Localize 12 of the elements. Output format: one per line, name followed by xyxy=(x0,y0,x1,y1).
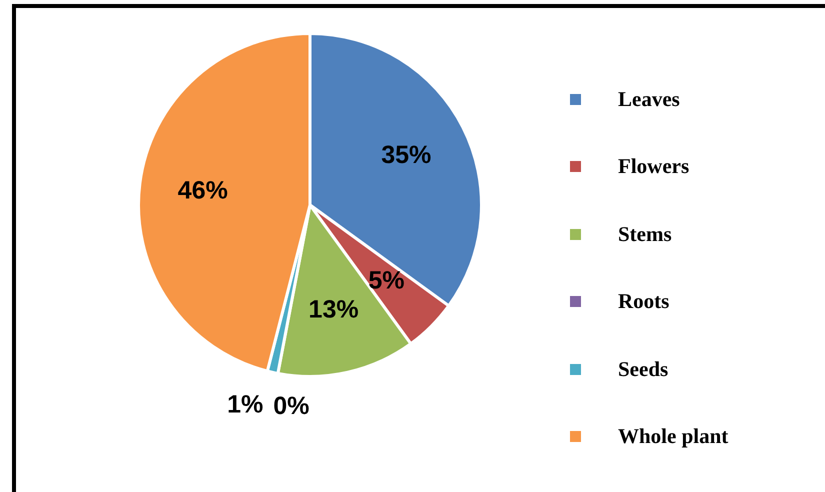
text: 0% xyxy=(273,392,310,420)
data-label: 35% xyxy=(381,140,432,169)
legend-label: Flowers xyxy=(618,154,690,180)
legend-label: Seeds xyxy=(618,356,668,382)
legend-label: Stems xyxy=(618,222,672,247)
data-label: 13% xyxy=(308,295,359,324)
data-label: 46% xyxy=(178,176,228,204)
data-label: 5% xyxy=(368,266,404,294)
legend-label: Roots xyxy=(618,289,670,314)
data-label: 1% xyxy=(227,390,264,419)
legend-label: Whole plant xyxy=(618,424,728,449)
legend-label: Leaves xyxy=(618,87,680,112)
